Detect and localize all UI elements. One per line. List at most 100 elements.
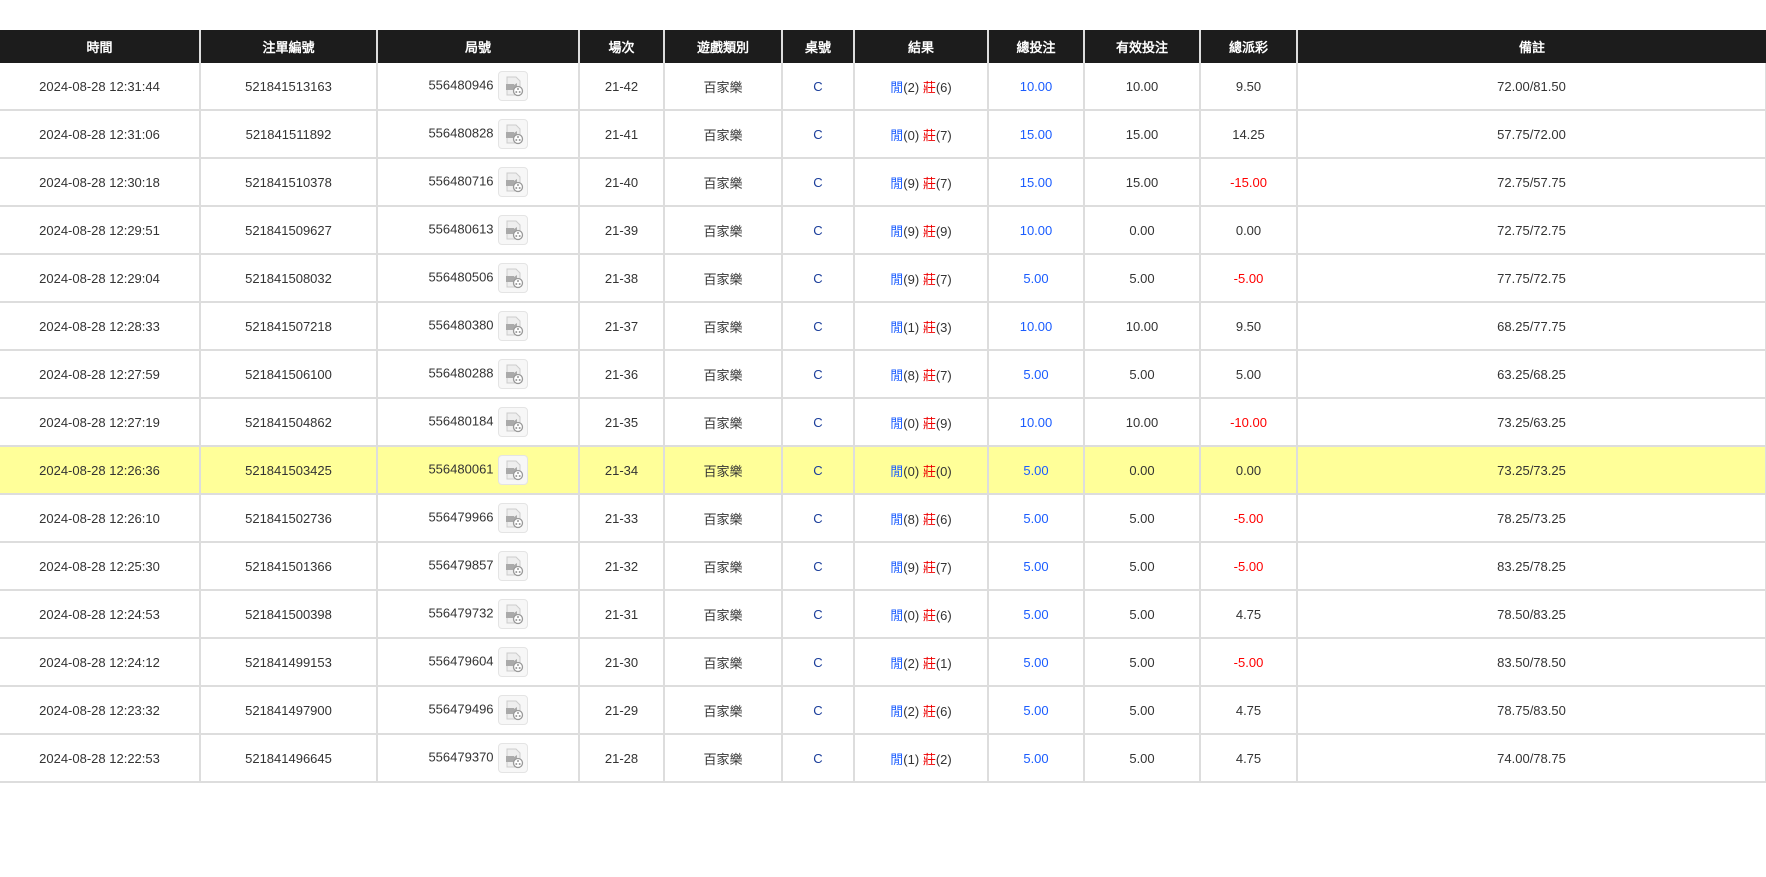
time-cell: 2024-08-28 12:30:18: [0, 158, 201, 207]
table-row: 2024-08-28 12:24:53 521841500398 556479732…: [0, 590, 1766, 639]
shoe-cell: 21-31: [578, 590, 665, 639]
shoe-cell: 21-29: [578, 686, 665, 735]
note-cell: 68.25/77.75: [1296, 302, 1766, 351]
game-replay-video-icon[interactable]: [497, 743, 528, 773]
banker-score: (7): [935, 559, 952, 575]
payout-cell: 9.50: [1199, 302, 1298, 351]
table-no-cell: C: [781, 158, 855, 207]
table-row: 2024-08-28 12:26:36 521841503425 556480061…: [0, 446, 1766, 495]
banker-label: 莊: [922, 655, 936, 671]
game-type-cell: 百家樂: [663, 638, 783, 687]
table-no-cell: C: [781, 350, 855, 399]
game-replay-video-icon[interactable]: [497, 599, 528, 629]
result-cell: 閒(8) 莊(7): [853, 350, 989, 399]
column-header-bet-no: 注單編號: [199, 30, 377, 63]
table-row: 2024-08-28 12:31:44 521841513163 556480946…: [0, 63, 1766, 111]
bet-no-cell: 521841507218: [199, 302, 378, 351]
shoe-cell: 21-36: [578, 350, 665, 399]
bet-no-cell: 521841497900: [199, 686, 378, 735]
payout-cell: 0.00: [1199, 206, 1298, 255]
banker-score: (6): [935, 511, 952, 527]
valid-bet-cell: 10.00: [1083, 398, 1201, 447]
valid-bet-cell: 15.00: [1083, 158, 1201, 207]
banker-label: 莊: [922, 271, 936, 287]
player-label: 閒: [890, 607, 904, 623]
round-cell: 556479496: [376, 686, 580, 735]
player-label: 閒: [890, 127, 904, 143]
game-replay-video-icon[interactable]: [497, 119, 528, 149]
banker-score: (3): [935, 319, 952, 335]
banker-score: (9): [935, 415, 952, 431]
column-header-payout: 總派彩: [1199, 30, 1297, 63]
time-cell: 2024-08-28 12:23:32: [0, 686, 201, 735]
valid-bet-cell: 10.00: [1083, 63, 1201, 111]
total-bet-cell: 5.00: [987, 446, 1085, 495]
player-label: 閒: [890, 559, 904, 575]
time-cell: 2024-08-28 12:31:44: [0, 63, 201, 111]
payout-cell: 4.75: [1199, 686, 1298, 735]
result-cell: 閒(9) 莊(7): [853, 542, 989, 591]
game-replay-video-icon[interactable]: [497, 71, 528, 101]
game-replay-video-icon[interactable]: [497, 407, 528, 437]
column-header-note: 備註: [1296, 30, 1766, 63]
game-type-cell: 百家樂: [663, 494, 783, 543]
shoe-cell: 21-40: [578, 158, 665, 207]
bet-no-cell: 521841502736: [199, 494, 378, 543]
player-score: (9): [903, 223, 920, 239]
banker-score: (6): [935, 79, 952, 95]
payout-cell: -5.00: [1199, 638, 1298, 687]
table-no-cell: C: [781, 734, 855, 783]
banker-score: (2): [935, 751, 952, 767]
game-replay-video-icon[interactable]: [497, 551, 528, 581]
payout-cell: -15.00: [1199, 158, 1298, 207]
time-cell: 2024-08-28 12:25:30: [0, 542, 201, 591]
player-label: 閒: [890, 271, 904, 287]
round-number: 556479732: [428, 605, 494, 621]
note-cell: 78.50/83.25: [1296, 590, 1766, 639]
table-no-cell: C: [781, 63, 855, 111]
game-replay-video-icon[interactable]: [497, 503, 528, 533]
total-bet-cell: 5.00: [987, 542, 1085, 591]
player-label: 閒: [890, 367, 904, 383]
total-bet-cell: 10.00: [987, 206, 1085, 255]
banker-score: (7): [935, 127, 952, 143]
game-replay-video-icon[interactable]: [497, 455, 528, 485]
table-no-cell: C: [781, 686, 855, 735]
game-replay-video-icon[interactable]: [497, 215, 528, 245]
game-type-cell: 百家樂: [663, 350, 783, 399]
game-replay-video-icon[interactable]: [497, 311, 528, 341]
game-type-cell: 百家樂: [663, 158, 783, 207]
game-type-cell: 百家樂: [663, 590, 783, 639]
table-row: 2024-08-28 12:27:19 521841504862 556480184…: [0, 398, 1766, 447]
round-cell: 556480288: [376, 350, 580, 399]
game-type-cell: 百家樂: [663, 734, 783, 783]
bet-no-cell: 521841499153: [199, 638, 378, 687]
player-score: (9): [903, 271, 920, 287]
player-score: (0): [903, 463, 920, 479]
table-row: 2024-08-28 12:25:30 521841501366 556479857…: [0, 542, 1766, 591]
table-no-cell: C: [781, 110, 855, 159]
game-replay-video-icon[interactable]: [497, 695, 528, 725]
column-header-round: 局號: [376, 30, 579, 63]
game-replay-video-icon[interactable]: [497, 263, 528, 293]
time-cell: 2024-08-28 12:26:10: [0, 494, 201, 543]
round-number: 556479370: [428, 749, 494, 765]
result-cell: 閒(1) 莊(2): [853, 734, 989, 783]
time-cell: 2024-08-28 12:27:59: [0, 350, 201, 399]
total-bet-cell: 5.00: [987, 686, 1085, 735]
round-cell: 556479857: [376, 542, 580, 591]
result-cell: 閒(0) 莊(6): [853, 590, 989, 639]
result-cell: 閒(2) 莊(1): [853, 638, 989, 687]
column-header-table-no: 桌號: [781, 30, 854, 63]
player-score: (9): [903, 559, 920, 575]
player-label: 閒: [890, 751, 904, 767]
game-replay-video-icon[interactable]: [497, 167, 528, 197]
table-row: 2024-08-28 12:26:10 521841502736 556479966…: [0, 494, 1766, 543]
table-no-cell: C: [781, 446, 855, 495]
player-label: 閒: [890, 79, 904, 95]
time-cell: 2024-08-28 12:24:53: [0, 590, 201, 639]
round-number: 556480288: [428, 365, 494, 381]
game-replay-video-icon[interactable]: [497, 647, 528, 677]
game-replay-video-icon[interactable]: [497, 359, 528, 389]
note-cell: 73.25/63.25: [1296, 398, 1766, 447]
